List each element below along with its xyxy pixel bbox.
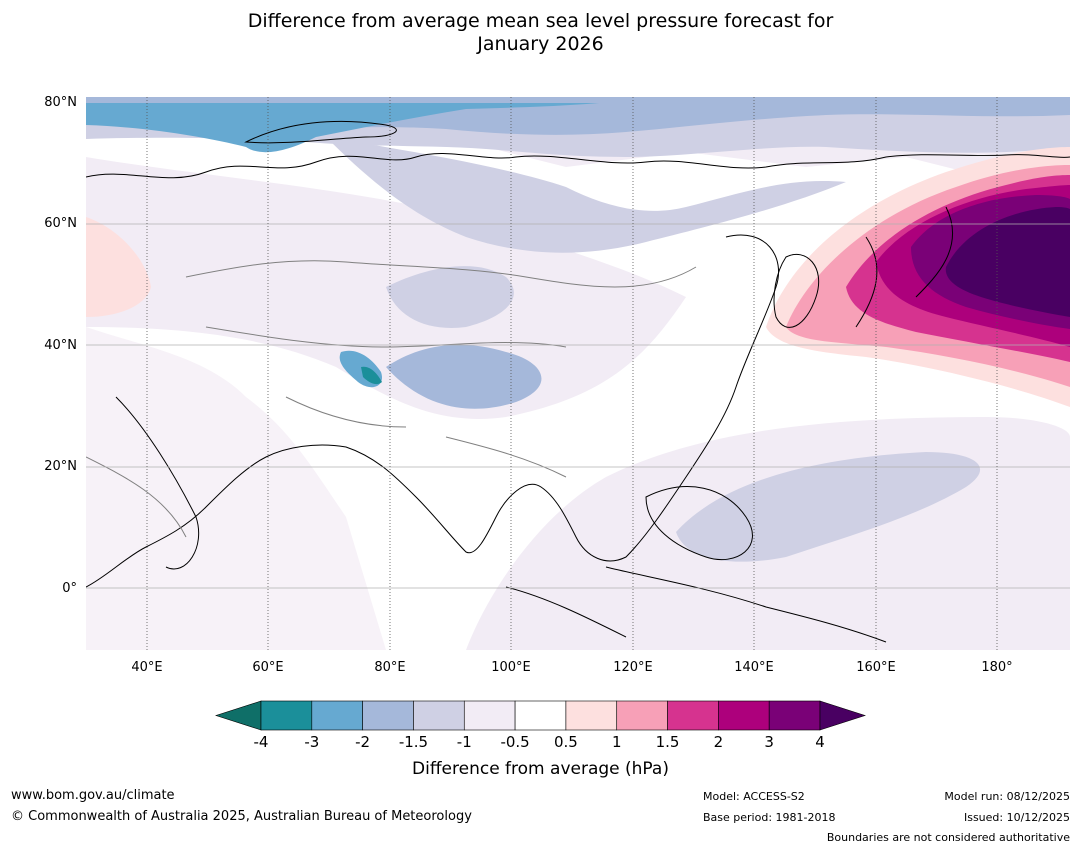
base-period-text: Base period: 1981-2018 (703, 811, 836, 824)
colorbar-segment (667, 700, 719, 731)
chart-title: Difference from average mean sea level p… (0, 10, 1081, 56)
issued-text: Issued: 10/12/2025 (963, 811, 1070, 824)
colorbar-segment (260, 700, 313, 731)
positive-region-4 (945, 207, 1070, 317)
lat-label-80n: 80°N (44, 95, 77, 110)
lon-label-140e: 140°E (734, 660, 774, 675)
negative-region-himalaya-core (361, 366, 382, 385)
lat-label-20n: 20°N (44, 459, 77, 474)
negative-region-arctic-strong (86, 97, 646, 153)
lat-label-0: 0° (62, 581, 77, 596)
lon-label-40e: 40°E (131, 660, 163, 675)
negative-weak-region-eurasia (86, 157, 686, 419)
colorbar-label: Difference from average (hPa) (412, 759, 669, 779)
lat-label-60n: 60°N (44, 216, 77, 231)
colorbar-tick-label: -3 (304, 733, 320, 751)
colorbar-segment (311, 700, 363, 731)
colorbar-tick-label: 4 (815, 733, 825, 751)
lon-label-120e: 120°E (613, 660, 653, 675)
model-text: Model: ACCESS-S2 (703, 790, 805, 803)
colorbar-tick-label: 2 (713, 733, 724, 751)
colorbar-extend-high (819, 700, 866, 731)
country-borders (86, 260, 697, 538)
colorbar-segments (215, 700, 866, 731)
colorbar-tick-label: -2 (355, 733, 371, 751)
website-link[interactable]: www.bom.gov.au/climate (11, 788, 175, 803)
lon-label-80e: 80°E (374, 660, 406, 675)
negative-weak-region-asia-south (86, 327, 386, 650)
colorbar-tick-label: 0.5 (553, 733, 578, 751)
colorbar-tick-label: 1.5 (655, 733, 680, 751)
positive-region-west-edge (86, 217, 151, 317)
lat-label-40n: 40°N (44, 338, 77, 353)
colorbar-extend-low (215, 700, 262, 731)
title-line-1: Difference from average mean sea level p… (247, 10, 834, 32)
colorbar-tick-label: -1.5 (398, 733, 429, 751)
colorbar-segment (616, 700, 668, 731)
disclaimer-text: Boundaries are not considered authoritat… (826, 831, 1070, 844)
colorbar-tick-label: -0.5 (500, 733, 530, 751)
copyright-text: © Commonwealth of Australia 2025, Austra… (11, 809, 472, 824)
lon-label-60e: 60°E (252, 660, 284, 675)
colorbar-tick-label: -4 (253, 733, 269, 751)
colorbar-segment (362, 700, 414, 731)
colorbar-segment (718, 700, 770, 731)
colorbar-segment (565, 700, 618, 731)
colorbar-segment (768, 700, 821, 731)
negative-region-central-asia (386, 266, 514, 328)
map-panel (86, 97, 1070, 650)
negative-region-tibet (386, 344, 542, 409)
colorbar-segment (413, 700, 465, 731)
lon-label-180: 180° (981, 660, 1013, 675)
colorbar-segment (514, 700, 567, 731)
model-run-text: Model run: 08/12/2025 (944, 790, 1070, 803)
colorbar-tick-label: -1 (456, 733, 472, 751)
pressure-anomaly-map (86, 97, 1070, 650)
colorbar-tick-label: 3 (764, 733, 774, 751)
coastlines (86, 120, 1070, 643)
colorbar-tick-label: 1 (611, 733, 622, 751)
title-line-2: January 2026 (477, 33, 604, 55)
lon-label-160e: 160°E (856, 660, 896, 675)
negative-region-arctic-edge (86, 97, 1070, 103)
longitude-gridlines (146, 97, 998, 650)
latitude-gridlines (86, 223, 1070, 589)
colorbar-segment (463, 700, 516, 731)
lon-label-100e: 100°E (491, 660, 531, 675)
